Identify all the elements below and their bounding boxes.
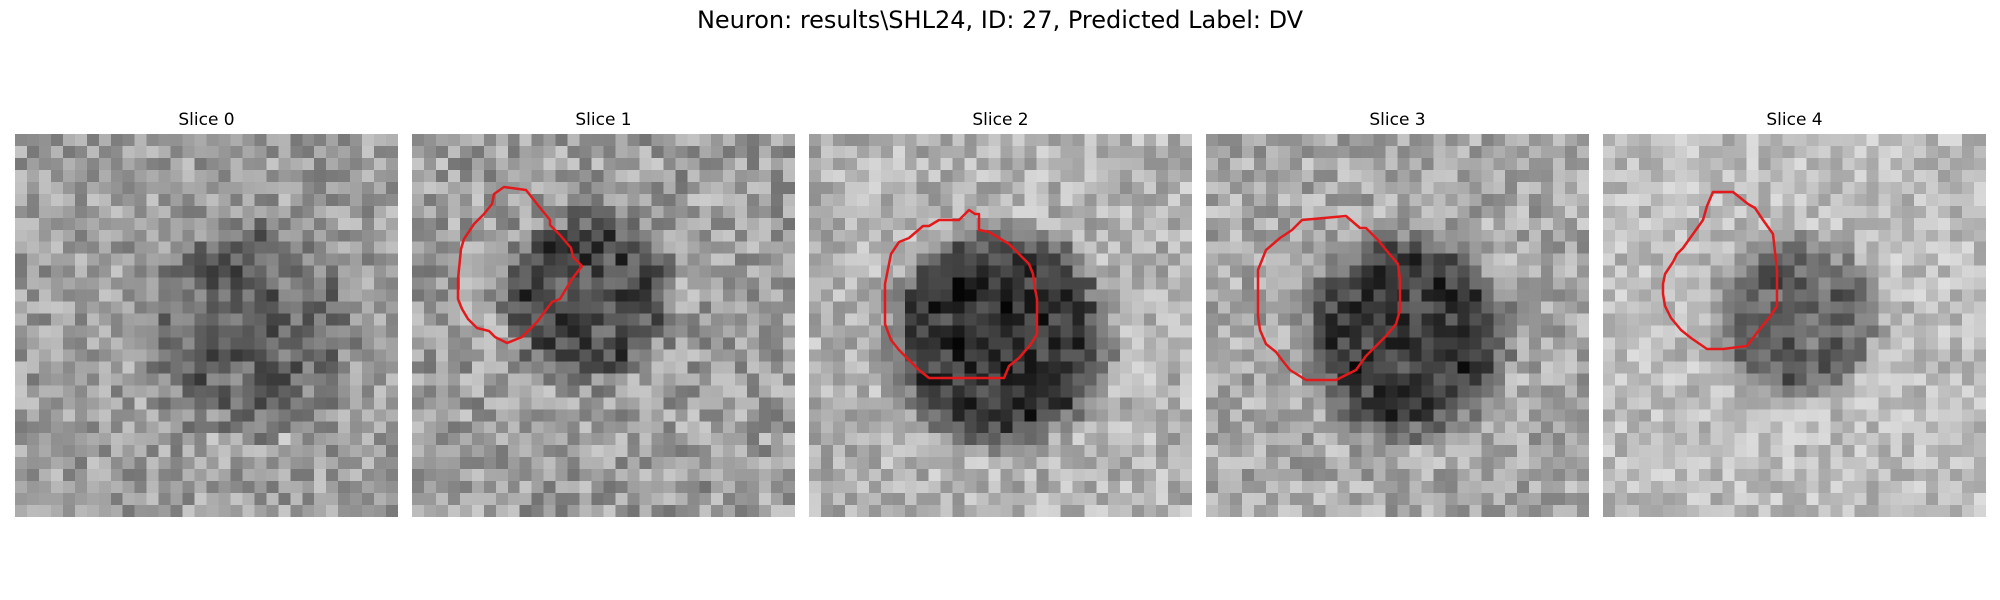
slice-panel-0: Slice 0 bbox=[15, 108, 398, 517]
slice-contour-2 bbox=[883, 208, 1039, 380]
slice-panel-1: Slice 1 bbox=[412, 108, 795, 517]
slice-image-2 bbox=[809, 134, 1192, 517]
slice-pixels-4 bbox=[1603, 134, 1986, 517]
slice-title-1: Slice 1 bbox=[575, 110, 632, 130]
slice-image-4 bbox=[1603, 134, 1986, 517]
figure-title: Neuron: results\SHL24, ID: 27, Predicted… bbox=[696, 6, 1304, 34]
slice-pixels-1 bbox=[412, 134, 795, 517]
slice-image-3 bbox=[1206, 134, 1589, 517]
slice-image-0 bbox=[15, 134, 398, 517]
slice-title-4: Slice 4 bbox=[1766, 110, 1823, 130]
slice-pixels-2 bbox=[809, 134, 1192, 517]
slice-contour-1 bbox=[456, 185, 584, 345]
slice-panel-4: Slice 4 bbox=[1603, 108, 1986, 517]
slice-pixels-3 bbox=[1206, 134, 1589, 517]
slice-contour-4 bbox=[1661, 190, 1779, 351]
slice-panel-3: Slice 3 bbox=[1206, 108, 1589, 517]
slice-title-0: Slice 0 bbox=[178, 110, 235, 130]
slice-contour-3 bbox=[1256, 214, 1402, 382]
slice-image-1 bbox=[412, 134, 795, 517]
slice-title-3: Slice 3 bbox=[1369, 110, 1426, 130]
slice-pixels-0 bbox=[15, 134, 398, 517]
slice-title-2: Slice 2 bbox=[972, 110, 1029, 130]
slice-panel-2: Slice 2 bbox=[809, 108, 1192, 517]
